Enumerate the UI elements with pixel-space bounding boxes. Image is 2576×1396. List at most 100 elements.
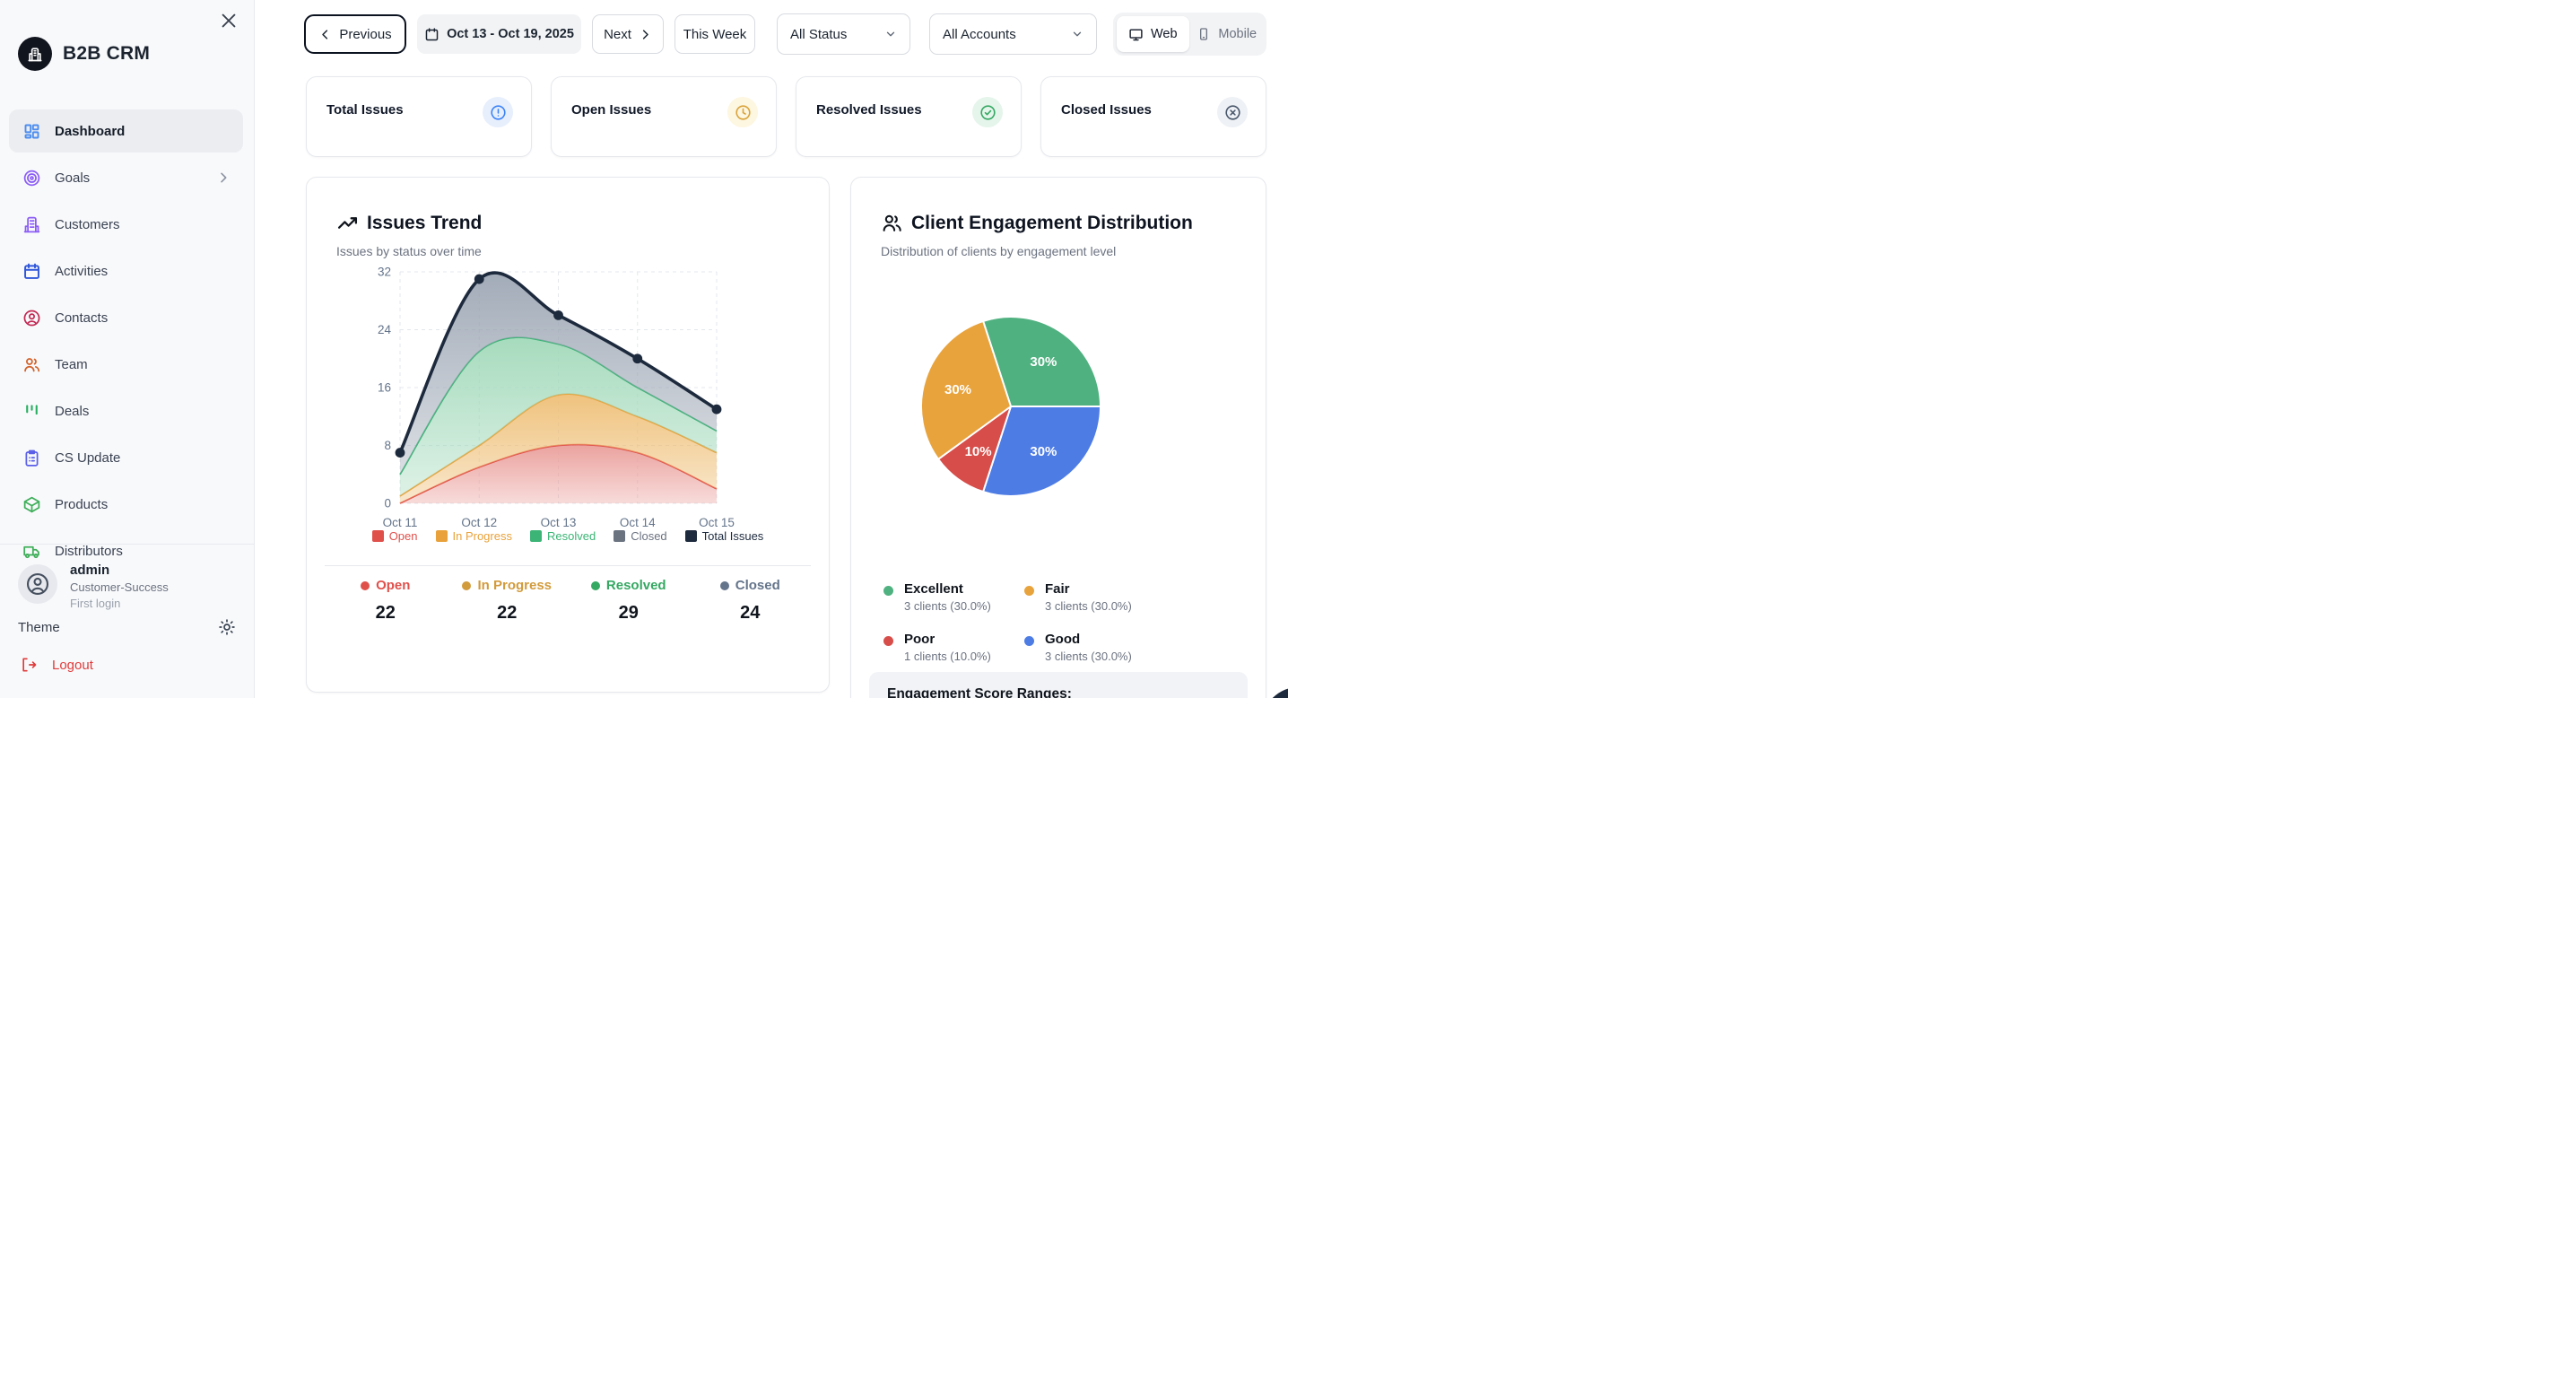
next-button[interactable]: Next: [592, 14, 664, 54]
svg-text:Oct 11: Oct 11: [383, 516, 418, 529]
engagement-score-ranges-title: Engagement Score Ranges:: [887, 686, 1072, 698]
sidebar-item-label: Distributors: [55, 543, 123, 559]
logout-label: Logout: [52, 657, 93, 673]
svg-text:30%: 30%: [1030, 354, 1057, 370]
stat-card-label: Resolved Issues: [816, 102, 922, 118]
pie-legend-poor: Poor 1 clients (10.0%): [883, 632, 991, 663]
users-icon: [22, 354, 41, 374]
sidebar-item-label: Goals: [55, 170, 91, 186]
trending-up-icon: [336, 212, 359, 234]
stat-card-closed-issues: Closed Issues: [1040, 76, 1266, 157]
date-range-value: Oct 13 - Oct 19, 2025: [447, 27, 574, 41]
pie-legend-good: Good 3 clients (30.0%): [1024, 632, 1132, 663]
chevron-down-icon: [884, 28, 897, 40]
truck-icon: [22, 541, 41, 561]
svg-text:8: 8: [384, 439, 391, 452]
client-engagement-card: Client Engagement Distribution Distribut…: [850, 177, 1266, 698]
svg-text:Oct 14: Oct 14: [620, 516, 656, 529]
chevron-left-icon: [318, 28, 332, 41]
date-range-picker[interactable]: Oct 13 - Oct 19, 2025: [417, 14, 581, 54]
legend-item: Total Issues: [684, 529, 763, 543]
sidebar-item-label: Contacts: [55, 310, 109, 326]
chevron-right-icon: [216, 170, 231, 185]
sidebar-item-distributors[interactable]: Distributors: [9, 529, 243, 572]
close-icon[interactable]: [219, 9, 242, 32]
avatar: [18, 564, 57, 604]
x-circle-icon: [1217, 97, 1248, 127]
sidebar-item-dashboard[interactable]: Dashboard: [9, 109, 243, 153]
chevron-down-icon: [1071, 28, 1083, 40]
issues-summary: Open 22 In Progress 22 Resolved 29 Close…: [325, 578, 811, 624]
sidebar-item-goals[interactable]: Goals: [9, 156, 243, 199]
target-icon: [22, 168, 41, 188]
svg-text:Oct 15: Oct 15: [699, 516, 735, 529]
theme-label: Theme: [18, 619, 60, 635]
web-toggle-button[interactable]: Web: [1117, 16, 1189, 52]
smartphone-icon: [1197, 27, 1211, 41]
legend-item: Closed: [614, 529, 667, 543]
app-logo-building-icon: [18, 37, 52, 71]
dashboard-icon: [22, 121, 41, 141]
sidebar-item-deals[interactable]: Deals: [9, 389, 243, 432]
legend-item: Resolved: [529, 529, 596, 543]
sidebar-nav: Dashboard Goals Customers: [9, 109, 243, 576]
sidebar-item-products[interactable]: Products: [9, 483, 243, 526]
sidebar-item-team[interactable]: Team: [9, 343, 243, 386]
logout-button[interactable]: Logout: [20, 656, 93, 674]
summary-resolved: Resolved 29: [568, 578, 690, 624]
svg-text:16: 16: [378, 381, 391, 395]
package-icon: [22, 494, 41, 514]
summary-closed: Closed 24: [690, 578, 812, 624]
stat-card-resolved-issues: Resolved Issues: [796, 76, 1022, 157]
building-icon: [22, 214, 41, 234]
kanban-icon: [22, 401, 41, 421]
mobile-toggle-button[interactable]: Mobile: [1191, 16, 1264, 52]
sun-icon[interactable]: [218, 618, 236, 636]
svg-text:30%: 30%: [1030, 444, 1057, 459]
stat-card-label: Closed Issues: [1061, 102, 1152, 118]
brand: B2B CRM: [18, 37, 150, 71]
svg-text:24: 24: [378, 323, 392, 336]
sidebar-item-customers[interactable]: Customers: [9, 203, 243, 246]
clock-icon: [727, 97, 758, 127]
svg-text:32: 32: [378, 266, 391, 279]
monitor-icon: [1128, 27, 1144, 42]
stat-card-label: Open Issues: [571, 102, 652, 118]
floating-action-button[interactable]: [1263, 687, 1288, 698]
pie-chart-title: Client Engagement Distribution: [911, 212, 1193, 233]
legend-item: Open: [371, 529, 418, 543]
user-role: Customer-Success: [70, 580, 169, 594]
check-circle-icon: [972, 97, 1003, 127]
sidebar-user-section: admin Customer-Success First login Theme…: [0, 544, 254, 698]
status-filter-select[interactable]: All Status: [777, 13, 910, 55]
pie-legend-fair: Fair 3 clients (30.0%): [1024, 581, 1132, 613]
app-title: B2B CRM: [63, 43, 151, 64]
calendar-icon: [22, 261, 41, 281]
summary-open: Open 22: [325, 578, 447, 624]
calendar-icon: [424, 27, 439, 42]
sidebar-item-label: Dashboard: [55, 123, 126, 139]
svg-text:0: 0: [384, 497, 391, 510]
users-icon: [881, 212, 903, 234]
this-week-button[interactable]: This Week: [674, 14, 755, 54]
pie-legend-excellent: Excellent 3 clients (30.0%): [883, 581, 991, 613]
view-toggle: Web Mobile: [1113, 13, 1266, 56]
clipboard-icon: [22, 448, 41, 467]
accounts-filter-select[interactable]: All Accounts: [929, 13, 1097, 55]
engagement-score-ranges-box: Engagement Score Ranges:: [869, 672, 1248, 698]
sidebar-item-activities[interactable]: Activities: [9, 249, 243, 292]
sidebar: B2B CRM Dashboard Goals: [0, 0, 255, 698]
trend-chart-title: Issues Trend: [367, 212, 483, 233]
sidebar-item-cs-update[interactable]: CS Update: [9, 436, 243, 479]
alert-circle-icon: [483, 97, 513, 127]
previous-button[interactable]: Previous: [304, 14, 406, 54]
sidebar-item-label: Team: [55, 356, 88, 372]
summary-in-progress: In Progress 22: [447, 578, 569, 624]
svg-text:30%: 30%: [944, 382, 971, 397]
sidebar-item-label: CS Update: [55, 449, 121, 466]
logout-icon: [20, 656, 38, 674]
trend-chart-legend: Open In Progress Resolved Closed Total I…: [307, 529, 829, 543]
sidebar-item-contacts[interactable]: Contacts: [9, 296, 243, 339]
pie-chart-subtitle: Distribution of clients by engagement le…: [881, 244, 1117, 258]
user-status: First login: [70, 597, 121, 610]
